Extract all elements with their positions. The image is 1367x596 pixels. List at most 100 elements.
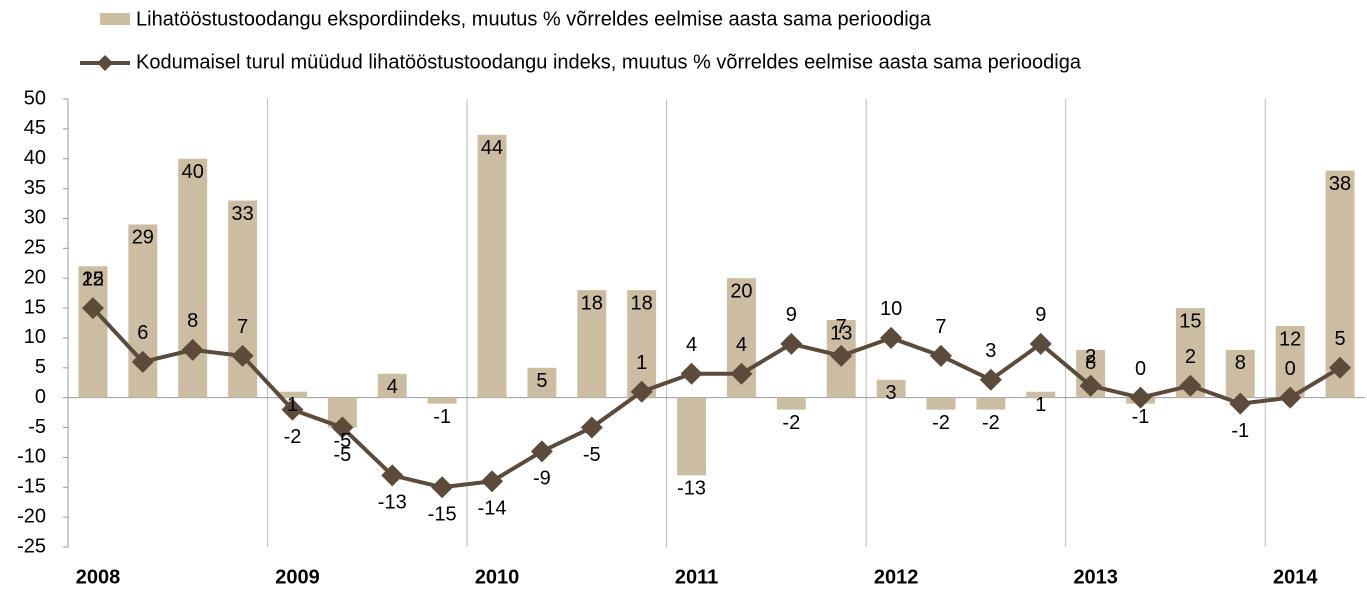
line-marker [1179, 374, 1202, 397]
bar-value-label: 18 [581, 292, 603, 314]
line-value-label: 2 [1085, 346, 1096, 368]
x-tick-label: 2009 [275, 566, 320, 588]
bar [677, 397, 707, 476]
y-tick-label: 10 [24, 326, 46, 348]
line-value-label: 5 [1334, 328, 1345, 350]
bar [527, 367, 557, 398]
bar-value-label: -1 [433, 406, 451, 428]
x-tick-label: 2011 [675, 566, 718, 588]
y-tick-label: 45 [24, 117, 46, 139]
bar [178, 158, 208, 398]
line-value-label: -5 [333, 444, 351, 466]
line-value-label: 0 [1285, 358, 1296, 380]
bar [1026, 391, 1056, 398]
line-value-label: 1 [636, 352, 647, 374]
bar-value-label: -1 [1132, 406, 1150, 428]
bar-value-label: 44 [481, 137, 503, 159]
bar [627, 290, 657, 398]
line-value-label: -9 [533, 468, 551, 490]
line-marker [1329, 356, 1352, 379]
line-marker [1279, 386, 1302, 409]
line-marker [530, 440, 553, 463]
y-tick-label: 20 [24, 266, 46, 288]
bar-value-label: 13 [830, 322, 852, 344]
bar [377, 373, 407, 398]
bar [776, 397, 806, 410]
line-marker [880, 326, 903, 349]
y-tick-label: 30 [24, 207, 46, 229]
y-tick-label: -15 [17, 476, 46, 498]
line-marker [1229, 392, 1252, 415]
bar-value-label: 8 [1085, 352, 1096, 374]
bar [278, 391, 307, 398]
x-tick-label: 2012 [874, 566, 919, 588]
line-marker [81, 297, 104, 320]
line-value-label: 6 [137, 322, 148, 344]
y-tick-label: -25 [17, 535, 46, 557]
y-tick-label: 25 [24, 237, 46, 259]
bar-value-label: 1 [287, 394, 298, 416]
bar-value-label: 38 [1329, 173, 1351, 195]
bar-value-label: 29 [132, 227, 154, 249]
x-tick-label: 2014 [1273, 566, 1318, 588]
line-marker [381, 464, 404, 487]
line-value-label: 10 [880, 298, 902, 320]
line-value-label: 7 [836, 316, 847, 338]
line-marker [1079, 374, 1102, 397]
line-marker [131, 350, 154, 373]
bar-value-label: 3 [886, 382, 897, 404]
x-tick-label: 2013 [1073, 566, 1118, 588]
line-value-label: 0 [1135, 358, 1146, 380]
line-value-label: -2 [284, 426, 302, 448]
y-tick-label: -5 [28, 416, 46, 438]
bar-value-label: 18 [631, 292, 653, 314]
bar [1225, 349, 1255, 398]
bar [78, 266, 108, 398]
bar-value-label: 20 [730, 280, 752, 302]
line-marker [830, 344, 853, 367]
bar-value-label: -5 [333, 430, 351, 452]
line-value-label: 7 [935, 316, 946, 338]
bar-value-label: 22 [82, 269, 104, 291]
line-marker [929, 344, 952, 367]
bar-value-label: 5 [536, 370, 547, 392]
bar-value-label: 40 [182, 161, 204, 183]
line-value-label: 2 [1185, 346, 1196, 368]
bar [427, 397, 457, 404]
line-value-label: 3 [985, 340, 996, 362]
bar [577, 290, 607, 398]
line-value-label: -15 [428, 504, 457, 526]
line-marker [680, 362, 703, 385]
line-marker [730, 362, 753, 385]
y-tick-label: 0 [35, 386, 46, 408]
bar-value-label: -2 [932, 412, 950, 434]
line-value-label: 4 [736, 334, 747, 356]
legend-label: Kodumaisel turul müüdud lihatööstustooda… [136, 51, 1082, 73]
x-tick-label: 2008 [76, 566, 121, 588]
bar-value-label: 1 [1035, 394, 1046, 416]
legend-label: Lihatööstustoodangu ekspordiindeks, muut… [136, 8, 932, 30]
y-tick-label: 50 [24, 87, 46, 109]
bar-value-label: -13 [677, 478, 706, 500]
legend-marker [97, 55, 113, 71]
line-marker [481, 470, 504, 493]
line-marker [231, 344, 254, 367]
line-value-label: 4 [686, 334, 697, 356]
bar-value-label: 12 [1279, 328, 1301, 350]
line-value-label: -1 [1231, 420, 1249, 442]
line-marker [281, 398, 304, 421]
line-marker [630, 380, 653, 403]
y-tick-label: -10 [17, 446, 46, 468]
line-marker [780, 332, 803, 355]
line-value-label: 9 [1035, 304, 1046, 326]
bar-value-label: 8 [1235, 352, 1246, 374]
line-marker [1029, 332, 1052, 355]
bar [477, 134, 507, 398]
y-tick-label: 5 [35, 356, 46, 378]
bar [926, 397, 956, 410]
line-value-label: 9 [786, 304, 797, 326]
line-value-label: -5 [583, 444, 601, 466]
y-tick-label: 15 [24, 296, 46, 318]
line-value-label: 15 [82, 268, 104, 290]
line-value-label: 8 [187, 310, 198, 332]
